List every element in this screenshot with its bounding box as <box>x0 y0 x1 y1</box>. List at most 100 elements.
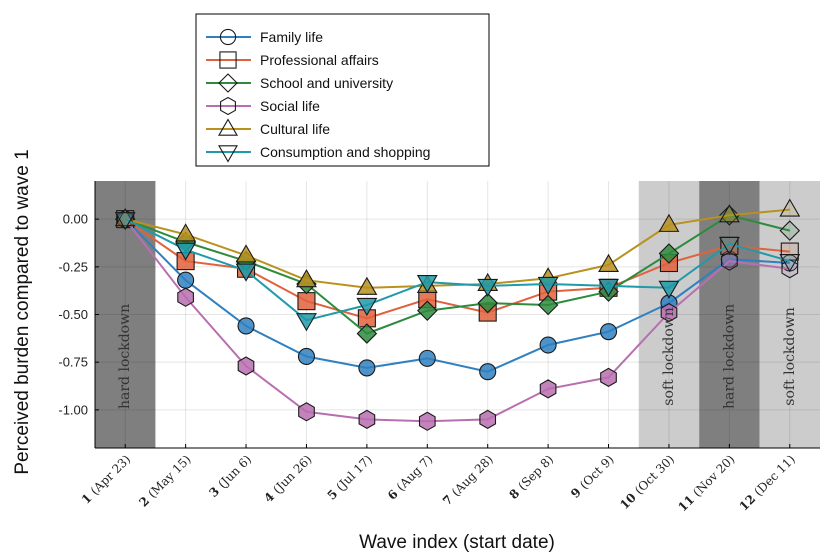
x-tick-labels: 1 (Apr 23)2 (May 15) 3 (Jun 6)4 (Jun 26) 5… <box>79 452 798 514</box>
x-tick-label-7: 8 (Sep 8) <box>506 452 556 502</box>
data-point-consumption-and-shopping-11 <box>718 236 740 256</box>
data-point-consumption-and-shopping-5 <box>356 297 378 317</box>
legend-label-social-life: Social life <box>260 98 320 114</box>
x-tick-label-3: 4 (Jun 26) <box>261 452 314 505</box>
legend-entry-family-life: Family life <box>206 28 323 46</box>
x-tick-label-2: 3 (Jun 6) <box>206 452 254 500</box>
legend-marker-consumption-and-shopping <box>218 145 238 163</box>
x-tick-label-10: 11 (Nov 20) <box>675 452 737 514</box>
data-point-consumption-and-shopping-10 <box>658 280 680 299</box>
data-point-cultural-life-3 <box>235 244 257 263</box>
series-line-consumption-and-shopping <box>124 218 791 322</box>
x-tick-label-5: 6 (Aug 7) <box>385 452 436 503</box>
data-point-cultural-life-2 <box>175 223 197 242</box>
band-label-2: hard lockdown <box>721 304 737 409</box>
x-tick-label-1: 2 (May 15) <box>136 452 193 509</box>
data-series <box>114 198 801 431</box>
legend-entry-cultural-life: Cultural life <box>206 118 330 137</box>
series-social-life <box>116 209 799 431</box>
data-point-school-and-university-10 <box>658 243 680 264</box>
data-point-consumption-and-shopping-4 <box>296 313 317 332</box>
data-point-family-life-2 <box>177 271 195 289</box>
data-point-cultural-life-12 <box>779 198 801 217</box>
data-point-social-life-3 <box>237 356 255 376</box>
band-labels: hard lockdown soft lockdown hard lockdown s… <box>117 304 798 409</box>
x-tick-label-9: 10 (Oct 30) <box>617 452 677 512</box>
data-point-social-life-7 <box>479 409 497 430</box>
legend-entry-professional-affairs: Professional affairs <box>206 51 379 69</box>
series-consumption-and-shopping <box>114 212 801 332</box>
data-point-consumption-and-shopping-8 <box>537 276 559 296</box>
data-point-social-life-9 <box>600 367 617 388</box>
legend-label-family-life: Family life <box>260 29 323 45</box>
data-point-family-life-8 <box>539 336 557 354</box>
x-axis-title: Wave index (start date) <box>359 532 555 553</box>
band-label-1: soft lockdown <box>661 307 677 406</box>
data-point-social-life-8 <box>539 379 557 399</box>
legend: Family life Professional affairs School an… <box>195 13 490 167</box>
legend-label-consumption-and-shopping: Consumption and shopping <box>260 144 430 160</box>
data-point-family-life-5 <box>358 359 376 377</box>
data-point-school-and-university-8 <box>537 294 559 316</box>
y-tick-label-3: -0.75 <box>58 355 88 370</box>
data-point-school-and-university-12 <box>779 220 801 241</box>
axes <box>94 181 820 449</box>
legend-label-professional-affairs: Professional affairs <box>260 52 379 68</box>
legend-marker-social-life <box>220 96 236 116</box>
data-point-family-life-4 <box>297 347 316 366</box>
legend-marker-school-and-university <box>218 73 238 93</box>
y-tick-label-1: -0.25 <box>58 259 88 274</box>
data-point-family-life-9 <box>599 323 618 341</box>
data-point-cultural-life-4 <box>296 269 317 288</box>
data-point-consumption-and-shopping-6 <box>416 275 438 294</box>
x-tick-label-4: 5 (Jul 17) <box>325 452 375 502</box>
data-point-consumption-and-shopping-9 <box>598 278 619 297</box>
y-tick-label-4: -1.00 <box>58 402 88 417</box>
y-tick-labels: 0.00 -0.25 -0.50 -0.75 -1.00 <box>58 212 88 418</box>
series-line-school-and-university <box>124 214 791 335</box>
y-axis-title: Perceived burden compared to wave 1 <box>12 149 33 474</box>
legend-label-cultural-life: Cultural life <box>260 121 330 137</box>
data-point-consumption-and-shopping-12 <box>779 254 801 273</box>
data-point-school-and-university-5 <box>356 323 378 344</box>
data-point-professional-affairs-4 <box>297 292 316 311</box>
data-point-consumption-and-shopping-3 <box>235 263 257 282</box>
x-tick-label-11: 12 (Dec 11) <box>737 452 798 513</box>
data-point-cultural-life-11 <box>718 204 740 223</box>
data-point-cultural-life-9 <box>598 253 619 272</box>
series-line-family-life <box>124 218 790 373</box>
data-point-school-and-university-7 <box>477 292 498 314</box>
data-point-consumption-and-shopping-2 <box>175 242 197 261</box>
legend-marker-cultural-life <box>218 118 238 136</box>
data-point-social-life-10 <box>660 302 678 323</box>
data-point-social-life-4 <box>298 402 315 422</box>
x-tick-label-6: 7 (Aug 28) <box>440 452 496 508</box>
x-tick-label-8: 9 (Oct 9) <box>568 452 617 501</box>
data-point-cultural-life-5 <box>356 276 378 295</box>
data-point-social-life-6 <box>418 411 436 431</box>
data-point-consumption-and-shopping-7 <box>477 278 499 297</box>
legend-entry-social-life: Social life <box>206 96 320 116</box>
legend-marker-family-life <box>219 28 237 46</box>
data-point-social-life-11 <box>721 251 738 271</box>
band-label-3: soft lockdown <box>782 307 798 406</box>
data-point-family-life-3 <box>237 317 255 335</box>
data-point-consumption-and-shopping-1 <box>114 212 136 231</box>
y-tick-label-0: 0.00 <box>63 212 88 227</box>
data-point-social-life-2 <box>177 287 194 307</box>
band-label-0: hard lockdown <box>117 304 133 409</box>
data-point-cultural-life-10 <box>658 213 680 232</box>
data-point-family-life-7 <box>479 363 497 381</box>
y-tick-label-2: -0.50 <box>58 307 88 322</box>
legend-entry-school-and-university: School and university <box>206 73 393 93</box>
data-point-family-life-6 <box>418 349 436 367</box>
x-tick-label-0: 1 (Apr 23) <box>79 452 133 506</box>
legend-marker-professional-affairs <box>219 51 237 69</box>
legend-label-school-and-university: School and university <box>260 75 393 91</box>
series-line-social-life <box>124 218 790 423</box>
data-point-social-life-5 <box>358 409 376 430</box>
legend-entry-consumption-and-shopping: Consumption and shopping <box>206 144 430 163</box>
data-point-school-and-university-6 <box>417 300 438 321</box>
legend-box <box>195 13 490 167</box>
